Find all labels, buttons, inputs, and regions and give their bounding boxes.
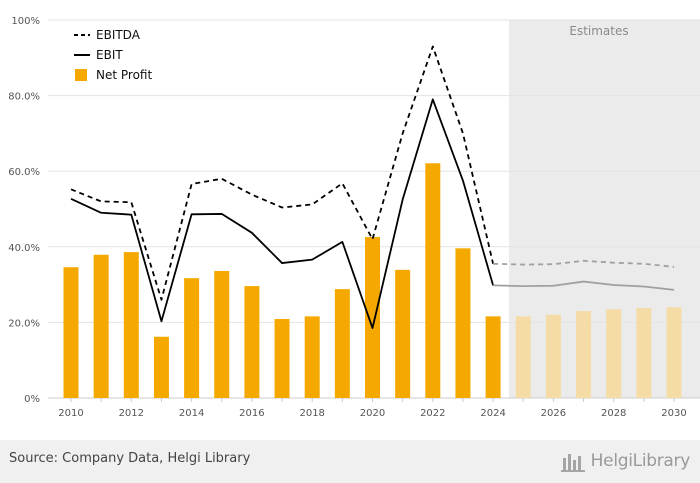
y-tick-label: 60.0% (8, 167, 40, 178)
legend-net-profit-swatch (75, 69, 87, 81)
y-tick-label: 0% (24, 394, 40, 405)
brand-name: HelgiLibrary (590, 451, 691, 471)
net-profit-bar (365, 236, 380, 398)
chart-svg: Estimates 0% 20.0% 40.0% 60.0% 80.0% 100% 201… (8, 16, 700, 419)
net-profit-bar-estimate (666, 307, 682, 398)
net-profit-bar (334, 289, 350, 398)
net-profit-bars (63, 163, 682, 398)
ebit-line-actual (70, 98, 494, 329)
library-icon (560, 454, 585, 472)
y-tick-label: 40.0% (8, 243, 40, 254)
y-tick-label: 20.0% (8, 318, 40, 329)
x-tick-label: 2016 (239, 408, 264, 419)
net-profit-bar (455, 248, 471, 398)
net-profit-bar-estimate (636, 308, 652, 398)
ebitda-line-actual (70, 45, 494, 301)
legend-ebit-label: EBIT (96, 48, 123, 62)
x-tick-label: 2028 (601, 408, 626, 419)
net-profit-bar-estimate (576, 311, 592, 398)
footer: Source: Company Data, Helgi Library Helg… (0, 440, 700, 483)
legend-ebitda-label: EBITDA (96, 28, 141, 42)
estimates-label: Estimates (569, 24, 628, 38)
x-tick-label: 2014 (179, 408, 204, 419)
line-series (70, 45, 675, 329)
net-profit-bar (304, 316, 320, 398)
net-profit-bar-estimate (515, 316, 531, 398)
legend-net-profit-label: Net Profit (96, 68, 152, 82)
net-profit-bar (153, 336, 169, 398)
ebitda-line-estimate (493, 259, 675, 268)
ebit-line-estimate (493, 280, 675, 291)
net-profit-bar (93, 254, 109, 398)
legend: EBITDA EBIT Net Profit (74, 28, 152, 82)
net-profit-bar (244, 286, 260, 398)
x-tick-label: 2022 (420, 408, 445, 419)
net-profit-bar-estimate (545, 314, 561, 398)
x-tick-label: 2010 (58, 408, 83, 419)
net-profit-bar (214, 270, 230, 398)
net-profit-bar (425, 163, 441, 398)
brand-logo: HelgiLibrary (560, 448, 691, 474)
x-tick-label: 2018 (299, 408, 324, 419)
y-tick-label: 80.0% (8, 92, 40, 103)
x-tick-label: 2024 (480, 408, 505, 419)
source-note: Source: Company Data, Helgi Library (9, 451, 251, 466)
net-profit-bar (274, 318, 290, 398)
x-axis-ticks: 2010 2012 2014 2016 2018 2020 2022 2024 2026 2028… (58, 398, 687, 419)
x-tick-label: 2020 (360, 408, 385, 419)
y-tick-label: 100% (11, 16, 40, 27)
net-profit-bar (184, 278, 200, 398)
x-tick-label: 2030 (661, 408, 686, 419)
y-axis-ticks: 0% 20.0% 40.0% 60.0% 80.0% 100% (8, 16, 40, 405)
x-tick-label: 2012 (119, 408, 144, 419)
net-profit-bar (63, 267, 79, 398)
net-profit-bar (123, 252, 139, 398)
x-tick-label: 2026 (541, 408, 566, 419)
net-profit-bar-estimate (606, 309, 622, 398)
net-profit-bar (395, 269, 411, 398)
net-profit-bar (485, 316, 501, 398)
